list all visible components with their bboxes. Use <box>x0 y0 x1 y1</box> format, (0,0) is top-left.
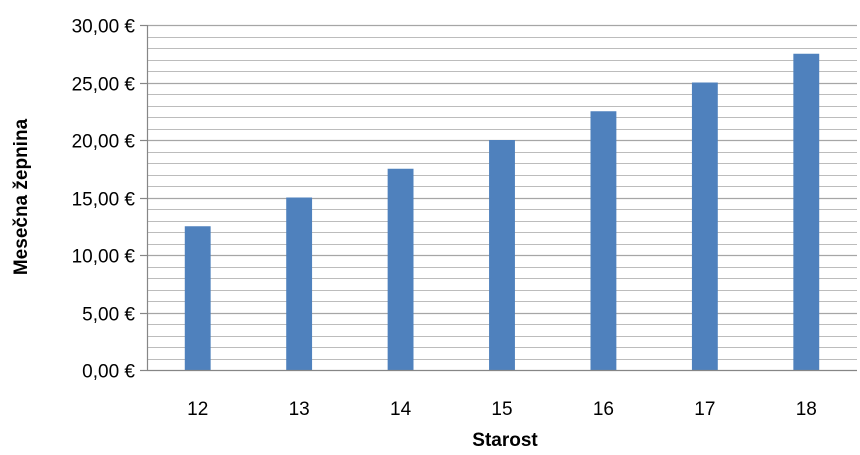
bar-14 <box>387 168 414 370</box>
bar-16 <box>590 111 617 370</box>
x-tick-label: 12 <box>187 399 208 420</box>
bar-17 <box>691 82 718 370</box>
bar-18 <box>793 53 820 370</box>
y-tick-labels: 0,00 € 5,00 € 10,00 € 15,00 € 20,00 € 25,00 €… <box>72 17 136 383</box>
x-axis-title: Starost <box>472 430 538 451</box>
x-tick-label: 16 <box>593 399 614 420</box>
x-tick-label: 13 <box>289 399 310 420</box>
y-tick-label: 5,00 € <box>82 305 135 326</box>
bar-15 <box>489 140 515 370</box>
y-tick-label: 0,00 € <box>82 362 135 383</box>
y-axis-title: Mesečna žepnina <box>11 118 32 275</box>
y-tick-label: 10,00 € <box>72 247 136 268</box>
axes <box>140 24 857 372</box>
x-tick-label: 18 <box>796 399 817 420</box>
x-tick-label: 15 <box>491 399 512 420</box>
y-tick-label: 20,00 € <box>72 132 136 153</box>
x-tick-labels: 12 13 14 15 16 17 18 <box>187 399 817 420</box>
x-tick-label: 14 <box>390 399 412 420</box>
x-tick-label: 17 <box>694 399 715 420</box>
bar-12 <box>184 226 211 370</box>
y-tick-label: 15,00 € <box>72 190 136 211</box>
y-tick-label: 25,00 € <box>72 75 136 96</box>
bars <box>184 53 820 370</box>
y-tick-label: 30,00 € <box>72 17 136 38</box>
bar-13 <box>286 197 313 370</box>
